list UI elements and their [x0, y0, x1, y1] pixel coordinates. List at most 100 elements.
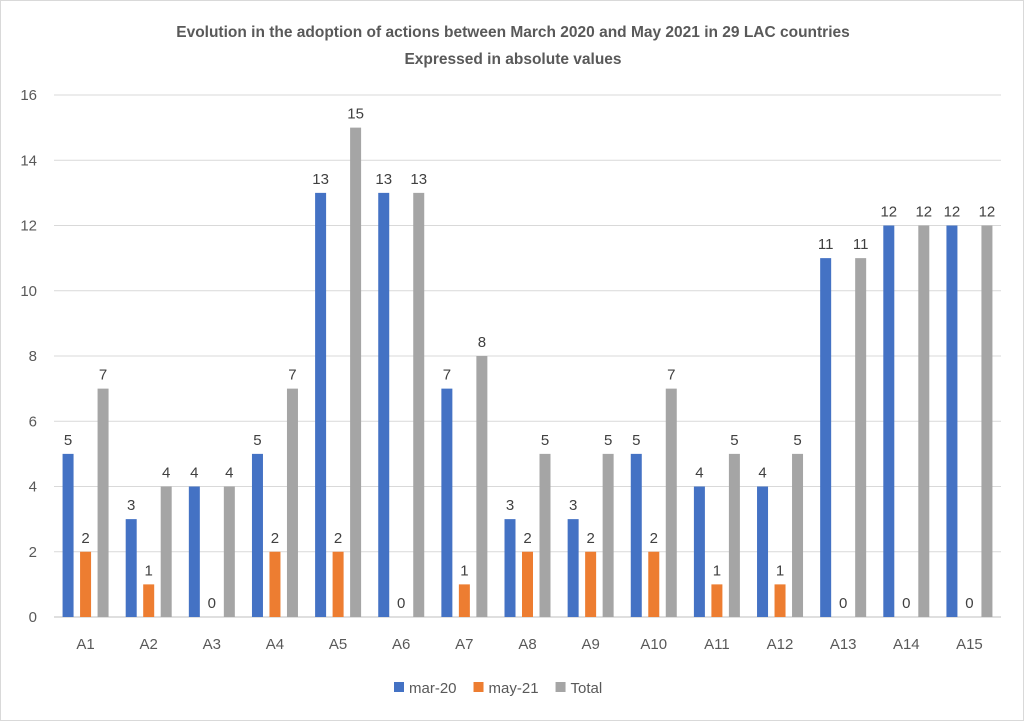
data-label: 5: [253, 432, 261, 449]
data-label: 2: [81, 530, 89, 547]
data-label: 3: [127, 497, 135, 514]
x-tick-label: A13: [830, 636, 857, 653]
bar-mar-20: [693, 486, 705, 617]
legend: mar-20 may-21 Total: [394, 680, 602, 697]
data-label: 4: [190, 465, 198, 482]
legend-swatch: [394, 682, 404, 692]
data-label: 0: [965, 595, 973, 612]
x-tick-label: A5: [329, 636, 347, 653]
bar-mar-20: [251, 453, 263, 617]
data-label: 0: [839, 595, 847, 612]
y-tick-label: 0: [29, 609, 37, 626]
data-label: 5: [793, 432, 801, 449]
gridlines: [54, 94, 1001, 618]
data-label: 11: [818, 236, 834, 253]
x-tick-label: A10: [640, 636, 667, 653]
bar-total: [160, 486, 172, 617]
y-tick-label: 2: [29, 544, 37, 561]
data-label: 2: [650, 530, 658, 547]
bar-mar-20: [378, 192, 390, 617]
data-label: 7: [667, 367, 675, 384]
data-label: 2: [586, 530, 594, 547]
legend-label: Total: [571, 680, 603, 697]
y-tick-label: 16: [20, 87, 37, 104]
legend-label: may-21: [489, 680, 539, 697]
data-label: 12: [915, 204, 932, 221]
data-label: 7: [288, 367, 296, 384]
x-tick-label: A2: [140, 636, 158, 653]
data-label: 1: [776, 562, 784, 579]
bar-mar-20: [567, 519, 579, 617]
bar-mar-20: [125, 519, 137, 617]
bar-may-21: [648, 551, 660, 617]
y-tick-label: 10: [20, 283, 37, 300]
data-label: 1: [460, 562, 468, 579]
data-label: 12: [979, 204, 996, 221]
data-label: 15: [347, 106, 364, 123]
bar-total: [981, 225, 993, 617]
y-tick-label: 4: [29, 479, 37, 496]
bar-mar-20: [630, 453, 642, 617]
legend-swatch: [555, 682, 566, 692]
bar-may-21: [80, 551, 92, 617]
bar-mar-20: [62, 453, 74, 617]
bar-mar-20: [315, 192, 327, 617]
x-tick-label: A4: [266, 636, 284, 653]
data-label: 4: [695, 465, 703, 482]
data-label: 3: [569, 497, 577, 514]
bar-total: [476, 356, 488, 617]
x-tick-label: A3: [203, 636, 221, 653]
data-label: 5: [541, 432, 549, 449]
bar-mar-20: [504, 519, 516, 617]
data-label: 3: [506, 497, 514, 514]
legend-label: mar-20: [409, 680, 457, 697]
x-tick-label: A14: [893, 636, 920, 653]
bar-total: [855, 258, 867, 617]
bar-may-21: [458, 584, 470, 617]
x-tick-label: A1: [76, 636, 94, 653]
data-label: 5: [604, 432, 612, 449]
data-label: 12: [880, 204, 897, 221]
x-tick-label: A8: [518, 636, 536, 653]
bar-mar-20: [946, 225, 958, 617]
bar-total: [97, 388, 109, 617]
data-label: 2: [271, 530, 279, 547]
data-label: 1: [145, 562, 153, 579]
x-tick-label: A15: [956, 636, 983, 653]
data-label: 2: [523, 530, 531, 547]
x-axis-ticks: A1 A2 A3 A4 A5 A6 A7 A8 A9 A10 A11 A12 A13 A14 A15: [76, 636, 982, 653]
y-axis-ticks: 0 2 4 6 8 10 12 14 16: [20, 87, 37, 626]
data-label: 1: [713, 562, 721, 579]
data-label: 13: [410, 171, 427, 188]
bar-may-21: [585, 551, 597, 617]
x-tick-label: A11: [704, 636, 730, 653]
data-label: 2: [334, 530, 342, 547]
data-label: 11: [853, 236, 869, 253]
x-tick-label: A12: [767, 636, 794, 653]
bar-total: [286, 388, 298, 617]
bar-total: [918, 225, 930, 617]
bars: [62, 127, 993, 617]
data-label: 12: [944, 204, 961, 221]
bar-may-21: [774, 584, 786, 617]
legend-swatch: [473, 682, 484, 692]
y-tick-label: 8: [29, 348, 37, 365]
data-label: 5: [730, 432, 738, 449]
data-label: 4: [225, 465, 233, 482]
data-label: 13: [375, 171, 392, 188]
bar-mar-20: [757, 486, 769, 617]
bar-total: [792, 453, 804, 617]
bar-total: [413, 192, 425, 617]
data-label: 4: [162, 465, 170, 482]
x-tick-label: A7: [455, 636, 473, 653]
x-tick-label: A6: [392, 636, 410, 653]
x-tick-label: A9: [581, 636, 599, 653]
chart-subtitle: Expressed in absolute values: [404, 51, 621, 68]
bar-total: [223, 486, 235, 617]
bar-mar-20: [820, 258, 832, 617]
data-label: 0: [902, 595, 910, 612]
data-label: 5: [632, 432, 640, 449]
